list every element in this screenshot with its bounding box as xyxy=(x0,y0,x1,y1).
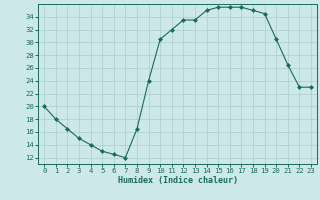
X-axis label: Humidex (Indice chaleur): Humidex (Indice chaleur) xyxy=(118,176,238,185)
